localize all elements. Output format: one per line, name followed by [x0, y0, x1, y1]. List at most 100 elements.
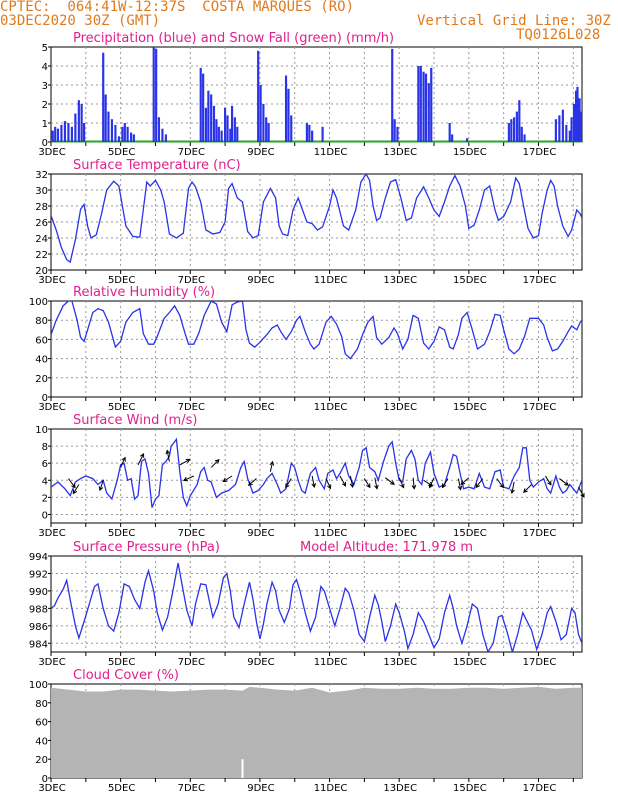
- precipitation-date-label: 5DEC: [108, 147, 135, 158]
- wind-arrow-head: [457, 485, 463, 491]
- precip-bar: [204, 107, 208, 142]
- precip-bar: [570, 117, 573, 142]
- humidity-title: Relative Humidity (%): [73, 285, 215, 300]
- precip-bar: [233, 117, 236, 142]
- precip-bar: [123, 123, 126, 142]
- humidity-date-label: 3DEC: [38, 402, 65, 413]
- wind-date-label: 13DEC: [383, 528, 417, 539]
- precipitation-ytick-label: 2: [42, 100, 48, 111]
- wind-arrow-head: [547, 480, 552, 486]
- precip-bar: [518, 100, 521, 142]
- wind-arrow-head: [247, 481, 253, 486]
- pressure-date-label: 11DEC: [314, 657, 348, 668]
- wind-arrow-head: [222, 477, 228, 483]
- wind-arrow: [248, 478, 257, 486]
- precip-bar: [226, 115, 229, 142]
- precipitation-date-label: 7DEC: [178, 147, 205, 158]
- cloud-cover-ytick-label: 0: [42, 774, 48, 785]
- precip-bar: [80, 104, 83, 142]
- cloud-cover-ytick-label: 100: [29, 680, 48, 691]
- precip-bar: [287, 88, 290, 142]
- wind-panel: 0 2 4 6 8 10 3DEC 5DEC 7DEC 9DEC 11DEC 13DEC 15DEC 17…: [35, 413, 585, 539]
- temperature-date-label: 11DEC: [314, 275, 348, 286]
- temperature-line: [51, 174, 582, 264]
- wind-ytick-label: 10: [35, 425, 48, 436]
- wind-arrow-head: [523, 488, 528, 493]
- precip-bar: [572, 104, 576, 142]
- temperature-ytick-label: 26: [35, 218, 48, 229]
- header-line1: CPTEC: 064:41W-12:37S COSTA MARQUES (RO): [0, 0, 355, 15]
- wind-arrow: [442, 478, 449, 488]
- precipitation-ytick-label: 0: [42, 138, 48, 149]
- wind-arrow: [384, 477, 395, 485]
- precip-bar: [257, 50, 260, 142]
- wind-arrow-head: [349, 483, 355, 489]
- precip-bar: [290, 115, 293, 142]
- precip-bar: [60, 124, 63, 142]
- precip-bar: [126, 126, 129, 142]
- temperature-date-label: 9DEC: [247, 275, 274, 286]
- wind-arrow: [363, 478, 371, 488]
- temperature-date-label: 15DEC: [453, 275, 487, 286]
- cloud-cover-date-label: 15DEC: [453, 783, 487, 794]
- humidity-panel: 0 20 40 60 80 100 3DEC 5DEC 7DEC 9DEC 11DEC 13DEC 15…: [29, 285, 583, 413]
- temperature-date-label: 5DEC: [108, 275, 135, 286]
- precip-bar: [448, 123, 451, 142]
- wind-arrow: [179, 458, 190, 466]
- precipitation-ytick-label: 5: [42, 43, 48, 54]
- wind-arrow: [578, 486, 585, 498]
- wind-arrow-head: [475, 483, 481, 489]
- humidity-date-label: 5DEC: [108, 402, 135, 413]
- precipitation-ytick-label: 1: [42, 119, 48, 130]
- wind-arrow-head: [165, 449, 171, 455]
- precipitation-date-label: 9DEC: [247, 147, 274, 158]
- wind-arrow: [545, 475, 552, 486]
- wind-arrow: [166, 450, 170, 462]
- precip-bar: [202, 73, 205, 142]
- precip-bar: [417, 66, 420, 142]
- humidity-date-label: 9DEC: [247, 402, 274, 413]
- pressure-date-label: 15DEC: [453, 657, 487, 668]
- precip-bar: [419, 66, 422, 142]
- precip-bar: [82, 123, 86, 142]
- precip-bar: [308, 124, 311, 142]
- wind-arrow-head: [139, 452, 145, 458]
- precip-bar: [152, 47, 155, 142]
- precip-bar: [157, 117, 161, 142]
- precip-bar: [217, 126, 220, 142]
- precip-bar: [579, 111, 583, 142]
- precip-bar: [424, 73, 428, 142]
- precip-bar: [107, 111, 110, 142]
- wind-arrow: [222, 475, 233, 482]
- precip-bar: [523, 134, 526, 142]
- precip-bar: [117, 136, 120, 142]
- pressure-ytick-label: 986: [29, 622, 48, 633]
- precip-bar: [230, 105, 234, 142]
- wind-arrow: [398, 477, 405, 488]
- wind-arrow: [429, 477, 435, 488]
- precip-bar: [212, 105, 216, 142]
- wind-line: [51, 437, 582, 508]
- precip-bar: [561, 109, 564, 142]
- wind-arrow: [99, 480, 104, 491]
- humidity-line: [51, 301, 582, 360]
- precip-bar: [568, 130, 571, 142]
- humidity-ytick-label: 20: [35, 374, 48, 385]
- precip-bar: [576, 86, 579, 142]
- wind-arrow-head: [311, 483, 317, 489]
- temperature-date-label: 3DEC: [38, 275, 65, 286]
- precip-bar: [259, 85, 262, 142]
- temperature-ytick-label: 30: [35, 186, 48, 197]
- cloud-cover-area: [51, 686, 582, 778]
- precip-bar: [554, 119, 557, 142]
- precipitation-title: Precipitation (blue) and Snow Fall (gree…: [73, 31, 394, 46]
- precip-bar: [284, 75, 288, 142]
- header-model-code: TQ0126L028: [516, 27, 601, 43]
- wind-arrow: [511, 481, 515, 494]
- precip-bar: [229, 128, 232, 142]
- wind-arrow: [311, 475, 315, 488]
- pressure-line: [51, 562, 582, 652]
- wind-arrow-head: [72, 489, 78, 495]
- precip-bar: [63, 121, 67, 142]
- pressure-ytick-label: 990: [29, 587, 48, 598]
